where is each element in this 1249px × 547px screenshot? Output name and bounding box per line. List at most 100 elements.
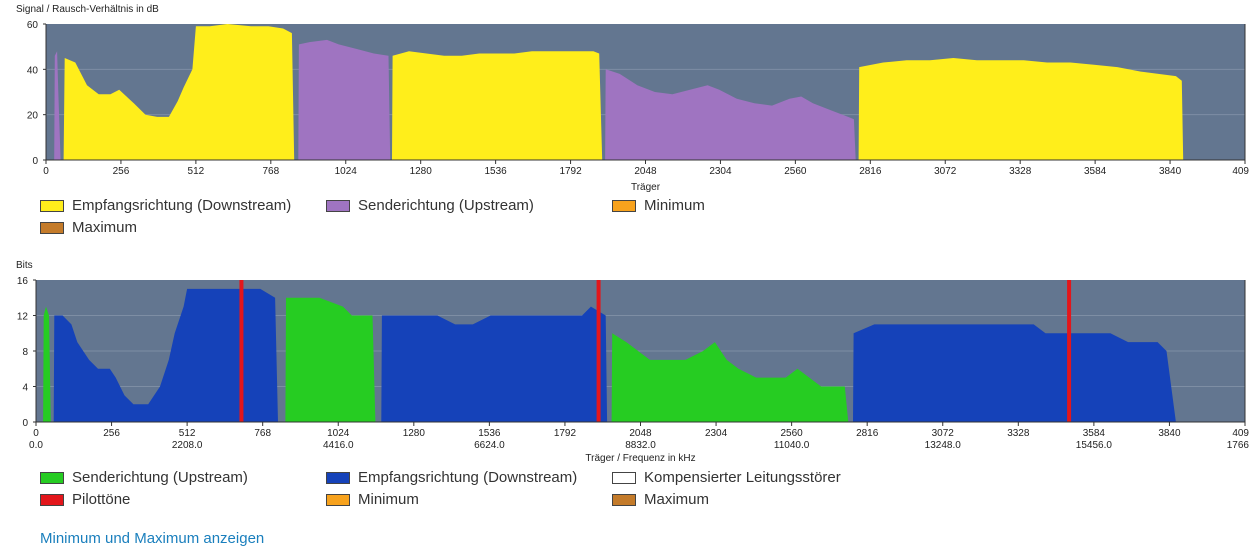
y-tick-label: 0 <box>22 418 28 429</box>
freq-tick-label-end: 1766 <box>1227 440 1249 451</box>
x-tick-label: 768 <box>254 428 271 439</box>
pilot-tone-1 <box>596 280 601 422</box>
x-tick-label: 1024 <box>335 166 358 177</box>
x-tick-label: 1024 <box>327 428 350 439</box>
legend-label-upstream-bits: Senderichtung (Upstream) <box>72 469 248 486</box>
series-area-3 <box>381 306 608 422</box>
x-tick-label: 3584 <box>1083 428 1106 439</box>
y-tick-label: 12 <box>17 312 29 323</box>
legend-label-minimum: Minimum <box>644 197 705 214</box>
y-tick-label: 8 <box>22 347 28 358</box>
show-min-max-link[interactable]: Minimum und Maximum anzeigen <box>40 530 265 547</box>
y-tick-label: 60 <box>27 20 39 31</box>
legend-item-upstream: Senderichtung (Upstream) <box>326 197 534 214</box>
x-tick-label: 2048 <box>634 166 657 177</box>
x-tick-label: 2304 <box>705 428 728 439</box>
series-area-4 <box>605 69 856 160</box>
legend-label-compensated: Kompensierter Leitungsstörer <box>644 469 841 486</box>
freq-tick-label: 6624.0 <box>474 440 505 451</box>
y-tick-label: 20 <box>27 111 39 122</box>
legend-item-maximum-bits[interactable]: Maximum <box>612 491 709 508</box>
x-tick-label: 1792 <box>559 166 582 177</box>
series-area-4 <box>611 333 849 422</box>
y-tick-label: 0 <box>32 156 38 167</box>
x-tick-label: 2816 <box>859 166 882 177</box>
x-tick-label: 3840 <box>1158 428 1181 439</box>
x-tick-label: 2560 <box>781 428 804 439</box>
x-axis-label: Träger <box>631 182 661 193</box>
freq-tick-label: 8832.0 <box>625 440 656 451</box>
x-tick-label: 3584 <box>1084 166 1107 177</box>
freq-tick-label: 4416.0 <box>323 440 354 451</box>
x-tick-label: 512 <box>179 428 196 439</box>
series-area-2 <box>298 39 391 160</box>
x-tick-label: 1280 <box>403 428 426 439</box>
x-tick-label: 3328 <box>1009 166 1032 177</box>
x-tick-label: 1280 <box>410 166 433 177</box>
x-tick-label: 2560 <box>784 166 807 177</box>
legend-swatch-downstream <box>40 199 64 212</box>
x-tick-label: 1792 <box>554 428 577 439</box>
legend-swatch-compensated <box>612 471 636 484</box>
chart-title: Bits <box>16 260 33 271</box>
legend-swatch-maximum-bits <box>612 493 636 506</box>
x-tick-label: 2048 <box>629 428 652 439</box>
legend-item-maximum[interactable]: Maximum <box>40 219 137 236</box>
x-tick-label: 2816 <box>856 428 879 439</box>
series-area-5 <box>858 58 1184 160</box>
series-area-2 <box>285 297 376 422</box>
series-area-1 <box>63 24 295 160</box>
series-area-3 <box>392 51 603 161</box>
legend-item-upstream-bits: Senderichtung (Upstream) <box>40 469 248 486</box>
legend-item-minimum-bits[interactable]: Minimum <box>326 491 419 508</box>
bits-chart: Bits 0 4 8 12 16 0 256 512 768 1024 1280 1536 1792 204… <box>16 260 1249 464</box>
legend-label-upstream: Senderichtung (Upstream) <box>358 197 534 214</box>
snr-chart-block: Signal / Rausch-Verhältnis in dB 0 20 40 60 0… <box>0 0 1249 245</box>
legend-swatch-pilot-tones <box>40 493 64 506</box>
freq-tick-label: 11040.0 <box>774 440 810 451</box>
legend-item-pilot-tones: Pilottöne <box>40 491 130 508</box>
series-area-0 <box>43 306 51 422</box>
legend-label-minimum-bits: Minimum <box>358 491 419 508</box>
x-tick-label: 3072 <box>932 428 955 439</box>
y-tick-label: 4 <box>22 383 28 394</box>
freq-tick-label: 13248.0 <box>925 440 962 451</box>
pilot-tone-2 <box>1067 280 1072 422</box>
series-area-0 <box>54 51 61 161</box>
legend-item-compensated[interactable]: Kompensierter Leitungsstörer <box>612 469 841 486</box>
freq-tick-label: 2208.0 <box>172 440 203 451</box>
x-tick-label: 3840 <box>1159 166 1182 177</box>
y-tick-label: 40 <box>27 65 39 76</box>
snr-chart: Signal / Rausch-Verhältnis in dB 0 20 40 60 0… <box>16 4 1249 193</box>
x-tick-label: 256 <box>103 428 120 439</box>
x-axis-label: Träger / Frequenz in kHz <box>585 453 695 464</box>
legend-swatch-upstream <box>326 199 350 212</box>
x-tick-label-end: 409 <box>1232 428 1249 439</box>
legend-label-maximum-bits: Maximum <box>644 491 710 508</box>
series-area-1 <box>53 288 279 422</box>
x-tick-label: 3072 <box>934 166 957 177</box>
series-area-5 <box>853 324 1176 422</box>
legend-swatch-minimum-bits <box>326 493 350 506</box>
legend-item-minimum[interactable]: Minimum <box>612 197 705 214</box>
legend-label-downstream-bits: Empfangsrichtung (Downstream) <box>358 469 578 486</box>
y-tick-label: 16 <box>17 276 29 287</box>
pilot-tone-0 <box>239 280 244 422</box>
x-tick-label: 512 <box>188 166 205 177</box>
freq-tick-label: 15456.0 <box>1076 440 1113 451</box>
legend-swatch-minimum <box>612 199 636 212</box>
bits-chart-block: Bits 0 4 8 12 16 0 256 512 768 1024 1280 1536 1792 204… <box>0 258 1249 520</box>
x-tick-label: 256 <box>113 166 130 177</box>
x-tick-label: 2304 <box>709 166 732 177</box>
x-tick-label: 3328 <box>1007 428 1030 439</box>
freq-tick-label: 0.0 <box>29 440 43 451</box>
legend-label-downstream: Empfangsrichtung (Downstream) <box>72 197 292 214</box>
legend-label-pilot-tones: Pilottöne <box>72 491 131 508</box>
x-tick-label: 0 <box>33 428 39 439</box>
legend-swatch-upstream-bits <box>40 471 64 484</box>
chart-title: Signal / Rausch-Verhältnis in dB <box>16 4 159 15</box>
x-tick-label: 768 <box>262 166 279 177</box>
legend-label-maximum: Maximum <box>72 219 138 236</box>
legend-item-downstream: Empfangsrichtung (Downstream) <box>40 197 291 214</box>
x-tick-label: 1536 <box>485 166 508 177</box>
